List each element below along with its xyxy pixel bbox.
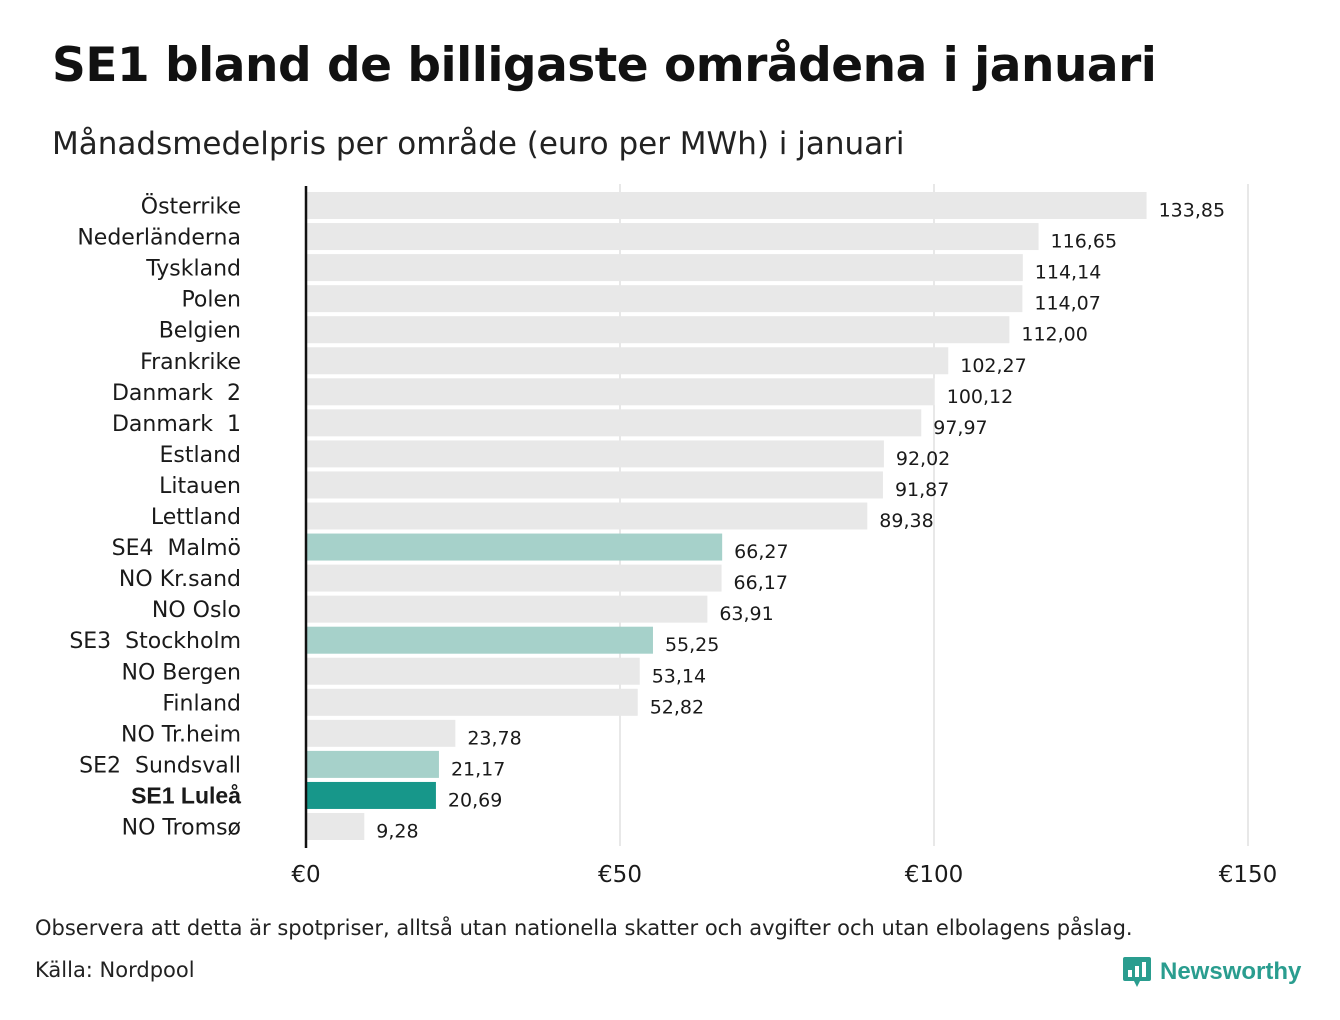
chart-source: Källa: Nordpool [35, 958, 195, 982]
bar [306, 347, 949, 375]
x-tick-label: €50 [598, 862, 642, 888]
value-label: 100,12 [947, 386, 1013, 408]
chart-subtitle: Månadsmedelpris per område (euro per MWh… [52, 126, 905, 162]
x-tick-label: €100 [905, 862, 964, 888]
category-label: NO Oslo [152, 598, 241, 623]
bar [306, 688, 638, 716]
value-label: 63,91 [719, 603, 773, 625]
category-label: SE1 Luleå [131, 782, 241, 808]
category-label: Estland [160, 443, 242, 468]
bar [306, 378, 935, 406]
category-label: NO Tr.heim [121, 722, 241, 747]
bar [306, 285, 1023, 313]
category-label: Danmark 2 [112, 381, 241, 406]
category-label: NO Bergen [122, 660, 242, 685]
category-label: Frankrike [140, 350, 241, 375]
value-label: 114,07 [1034, 293, 1100, 315]
value-label: 55,25 [665, 634, 719, 656]
value-label: 133,85 [1159, 200, 1225, 222]
value-label: 23,78 [467, 727, 521, 749]
category-label: Belgien [159, 319, 241, 344]
value-label: 52,82 [650, 696, 704, 718]
value-label: 102,27 [960, 355, 1026, 377]
value-label: 92,02 [896, 448, 950, 470]
category-label: Polen [181, 288, 241, 313]
bar-chart: Österrike 133,85 Nederländerna 116,65 Tyskla… [69, 184, 1278, 888]
bar [306, 223, 1039, 251]
bar [306, 471, 883, 499]
value-label: 89,38 [879, 510, 933, 532]
bar [306, 192, 1147, 219]
brand-logo[interactable]: Newsworthy [1122, 955, 1301, 989]
value-label: 97,97 [933, 417, 987, 439]
value-label: 20,69 [448, 789, 502, 811]
bar [306, 813, 365, 840]
bar [306, 626, 653, 654]
bar [306, 254, 1023, 282]
category-label: Danmark 1 [112, 412, 241, 437]
bar [306, 409, 922, 437]
value-label: 112,00 [1021, 324, 1087, 346]
category-label: SE2 Sundsvall [79, 753, 241, 778]
bar [306, 533, 723, 561]
chart-footnote: Observera att detta är spotpriser, allts… [35, 916, 1133, 940]
newsworthy-icon [1123, 957, 1151, 987]
brand-name: Newsworthy [1160, 958, 1302, 985]
bar [306, 440, 884, 468]
value-label: 53,14 [652, 665, 706, 687]
category-label: Finland [162, 691, 241, 716]
category-label: Österrike [141, 194, 241, 220]
value-label: 66,27 [734, 541, 788, 563]
category-label: SE4 Malmö [112, 536, 241, 561]
bar [306, 781, 436, 809]
value-label: 21,17 [451, 758, 505, 780]
category-label: Lettland [151, 505, 241, 530]
x-tick-label: €150 [1219, 862, 1278, 888]
value-label: 91,87 [895, 479, 949, 501]
bar [306, 657, 640, 685]
value-label: 66,17 [734, 572, 788, 594]
bar [306, 564, 722, 592]
bar [306, 719, 456, 747]
category-label: Tyskland [145, 257, 241, 282]
category-label: NO Tromsø [122, 816, 241, 841]
chart-title: SE1 bland de billigaste områdena i janua… [52, 38, 1157, 93]
bar [306, 750, 439, 778]
value-label: 116,65 [1051, 231, 1117, 253]
value-label: 114,14 [1035, 262, 1101, 284]
value-label: 9,28 [376, 821, 418, 843]
category-label: NO Kr.sand [119, 567, 241, 592]
category-label: Nederländerna [77, 226, 241, 251]
x-tick-label: €0 [291, 862, 320, 888]
bar [306, 502, 868, 530]
bar [306, 316, 1010, 344]
category-label: Litauen [159, 474, 241, 499]
category-label: SE3 Stockholm [69, 629, 241, 654]
bar [306, 595, 708, 623]
